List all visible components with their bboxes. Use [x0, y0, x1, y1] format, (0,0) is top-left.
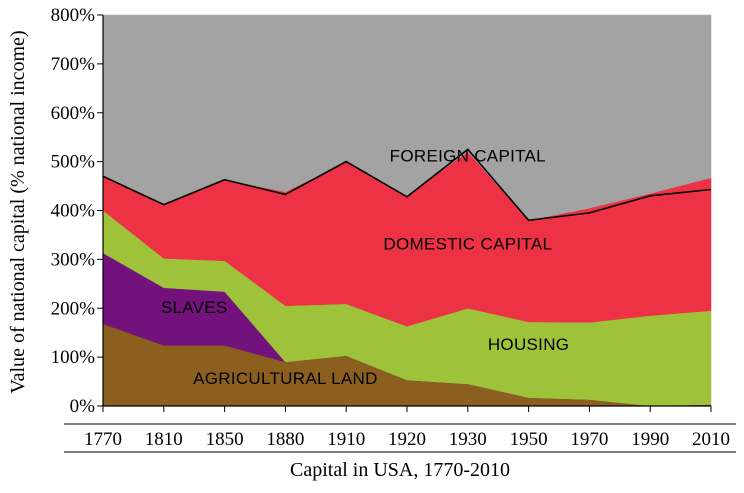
area-label-slaves: SLAVES [161, 298, 228, 317]
net-capital-line-group [102, 148, 712, 222]
x-tick-label: 1970 [570, 429, 608, 450]
area-labels: FOREIGN CAPITAL DOMESTIC CAPITAL SLAVES HOU… [161, 147, 569, 388]
x-tick-label: 1880 [266, 429, 304, 450]
x-tick-label: 1950 [510, 429, 548, 450]
net-capital-line [102, 148, 712, 222]
x-tick-label: 1770 [84, 429, 122, 450]
y-tick-label: 500% [51, 152, 96, 173]
stacked-areas [102, 14, 712, 407]
x-tick-label: 2010 [692, 429, 730, 450]
x-tick-label: 1930 [449, 429, 487, 450]
area-label-domestic-capital: DOMESTIC CAPITAL [383, 235, 552, 254]
y-tick-label: 300% [51, 249, 96, 270]
x-ticks: 1770 1810 1850 1880 1910 1920 1930 1950 1970 1990… [84, 406, 730, 450]
x-axis-title: Capital in USA, 1770-2010 [290, 459, 510, 481]
y-tick-label: 0% [70, 396, 96, 417]
y-tick-label: 200% [51, 298, 96, 319]
y-tick-label: 700% [51, 54, 96, 75]
x-tick-label: 1920 [388, 429, 426, 450]
y-ticks: 0% 100% 200% 300% 400% 500% 600% 700% 800% [51, 5, 103, 417]
area-foreign-capital [102, 14, 712, 221]
y-tick-label: 400% [51, 201, 96, 222]
x-tick-label: 1910 [327, 429, 365, 450]
y-tick-label: 800% [51, 5, 96, 26]
y-axis-title: Value of national capital (% national in… [7, 30, 29, 393]
x-tick-label: 1990 [631, 429, 669, 450]
area-label-housing: HOUSING [488, 335, 569, 354]
x-tick-label: 1850 [206, 429, 244, 450]
x-tick-label: 1810 [145, 429, 183, 450]
y-tick-label: 600% [51, 103, 96, 124]
y-tick-label: 100% [51, 347, 96, 368]
area-label-foreign-capital: FOREIGN CAPITAL [390, 147, 546, 166]
area-label-agricultural-land: AGRICULTURAL LAND [193, 369, 378, 388]
